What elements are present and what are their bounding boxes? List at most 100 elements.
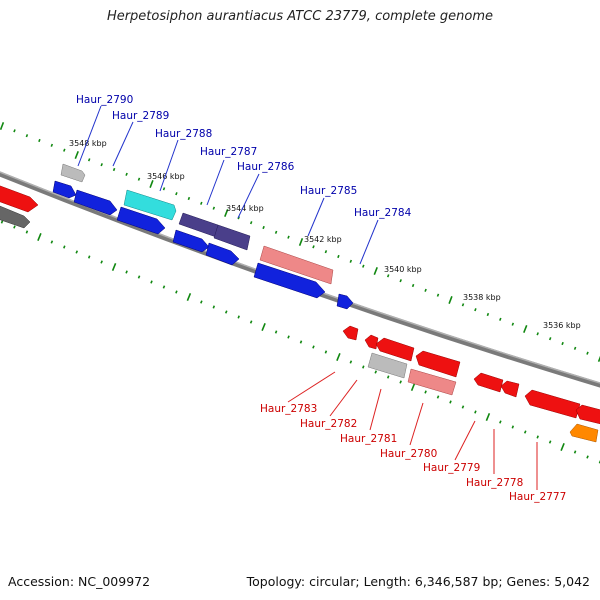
minor-tick	[13, 225, 16, 229]
minor-tick	[162, 285, 166, 289]
gene-feature[interactable]	[415, 350, 461, 378]
gene-feature[interactable]	[575, 404, 600, 425]
minor-tick	[13, 129, 16, 133]
minor-tick	[536, 435, 539, 439]
gene-label-haur-2788[interactable]: Haur_2788	[155, 128, 212, 140]
gene-label-haur-2787[interactable]: Haur_2787	[200, 146, 257, 158]
gene-feature[interactable]	[367, 352, 408, 379]
gene-label-haur-2783[interactable]: Haur_2783	[260, 403, 317, 415]
summary-text: Topology: circular; Length: 6,346,587 bp…	[246, 574, 590, 589]
minor-tick	[87, 255, 91, 259]
kbp-label-3544: 3544 kbp	[226, 204, 264, 213]
gene-feature[interactable]	[116, 206, 166, 235]
major-tick	[448, 296, 453, 304]
major-tick	[336, 352, 341, 362]
minor-tick	[523, 430, 527, 434]
minor-tick	[112, 167, 116, 172]
gene-feature[interactable]	[342, 325, 359, 341]
gene-feature[interactable]	[73, 189, 118, 216]
major-tick	[261, 322, 266, 332]
gene-label-haur-2780[interactable]: Haur_2780	[380, 448, 437, 460]
minor-tick	[125, 270, 128, 274]
gene-feature[interactable]	[0, 184, 39, 213]
gene-feature[interactable]	[375, 337, 415, 362]
forward-leader-lines	[77, 105, 379, 265]
minor-tick	[187, 196, 191, 201]
minor-tick	[349, 259, 353, 263]
minor-tick	[249, 221, 253, 225]
gene-feature[interactable]	[336, 293, 354, 310]
minor-tick	[362, 365, 365, 369]
major-tick	[485, 412, 491, 422]
minor-tick	[25, 134, 29, 138]
gene-feature[interactable]	[205, 242, 240, 266]
minor-tick	[312, 345, 315, 349]
gene-feature[interactable]	[569, 423, 599, 443]
gene-feature[interactable]	[60, 163, 86, 183]
gene-feature[interactable]	[407, 368, 457, 396]
minor-tick	[212, 305, 216, 309]
gene-feature[interactable]	[364, 334, 379, 350]
kbp-label-3536: 3536 kbp	[543, 321, 581, 330]
gene-feature[interactable]	[524, 389, 581, 419]
gene-feature[interactable]	[500, 380, 520, 398]
minor-tick	[461, 405, 465, 409]
minor-tick	[386, 274, 390, 278]
major-tick	[560, 442, 565, 452]
minor-tick	[50, 143, 54, 147]
minor-tick	[212, 206, 216, 210]
minor-tick	[486, 312, 490, 317]
minor-tick	[324, 250, 328, 254]
gene-feature[interactable]	[172, 229, 210, 253]
gene-label-haur-2785[interactable]: Haur_2785	[300, 185, 357, 197]
minor-tick	[100, 260, 103, 264]
minor-tick	[150, 280, 153, 284]
minor-tick	[287, 335, 290, 339]
gene-label-haur-2786[interactable]: Haur_2786	[237, 161, 295, 173]
kbp-label-3540: 3540 kbp	[384, 265, 422, 274]
minor-tick	[474, 410, 477, 414]
gene-feature[interactable]	[213, 224, 251, 251]
gene-feature[interactable]	[0, 204, 31, 229]
minor-tick	[137, 177, 141, 181]
reverse-genes	[342, 325, 600, 443]
minor-tick	[262, 225, 265, 230]
gene-label-haur-2789[interactable]: Haur_2789	[112, 110, 169, 122]
gene-feature[interactable]	[473, 372, 504, 393]
gene-label-haur-2781[interactable]: Haur_2781	[340, 433, 397, 445]
minor-tick	[362, 264, 365, 268]
gene-label-haur-2784[interactable]: Haur_2784	[354, 207, 412, 219]
minor-tick	[175, 192, 178, 196]
minor-tick	[548, 337, 552, 341]
minor-tick	[586, 455, 589, 459]
minor-tick	[175, 290, 178, 294]
minor-tick	[324, 350, 328, 354]
major-tick	[149, 180, 154, 188]
gene-label-haur-2782[interactable]: Haur_2782	[300, 418, 357, 430]
minor-tick	[312, 245, 315, 249]
gene-feature[interactable]	[259, 245, 334, 285]
minor-tick	[50, 240, 54, 244]
major-tick	[523, 325, 528, 333]
major-tick	[410, 382, 416, 392]
gene-label-haur-2777[interactable]: Haur_2777	[509, 491, 566, 503]
gene-feature[interactable]	[123, 189, 177, 221]
minor-tick	[573, 346, 577, 350]
kbp-label-3542: 3542 kbp	[304, 235, 342, 244]
minor-tick	[349, 360, 353, 364]
minor-tick	[337, 254, 340, 259]
gene-label-haur-2790[interactable]: Haur_2790	[76, 94, 133, 106]
minor-tick	[536, 332, 539, 336]
gene-label-haur-2778[interactable]: Haur_2778	[466, 477, 523, 489]
forward-genes	[0, 163, 354, 310]
gene-label-haur-2779[interactable]: Haur_2779	[423, 462, 480, 474]
minor-tick	[200, 201, 203, 205]
minor-tick	[511, 322, 515, 326]
minor-tick	[75, 250, 79, 254]
gene-feature[interactable]	[52, 180, 77, 199]
minor-tick	[162, 187, 166, 191]
minor-tick	[374, 370, 378, 374]
major-tick	[74, 151, 79, 159]
kbp-label-3546: 3546 kbp	[147, 172, 185, 181]
gene-feature[interactable]	[253, 262, 326, 299]
